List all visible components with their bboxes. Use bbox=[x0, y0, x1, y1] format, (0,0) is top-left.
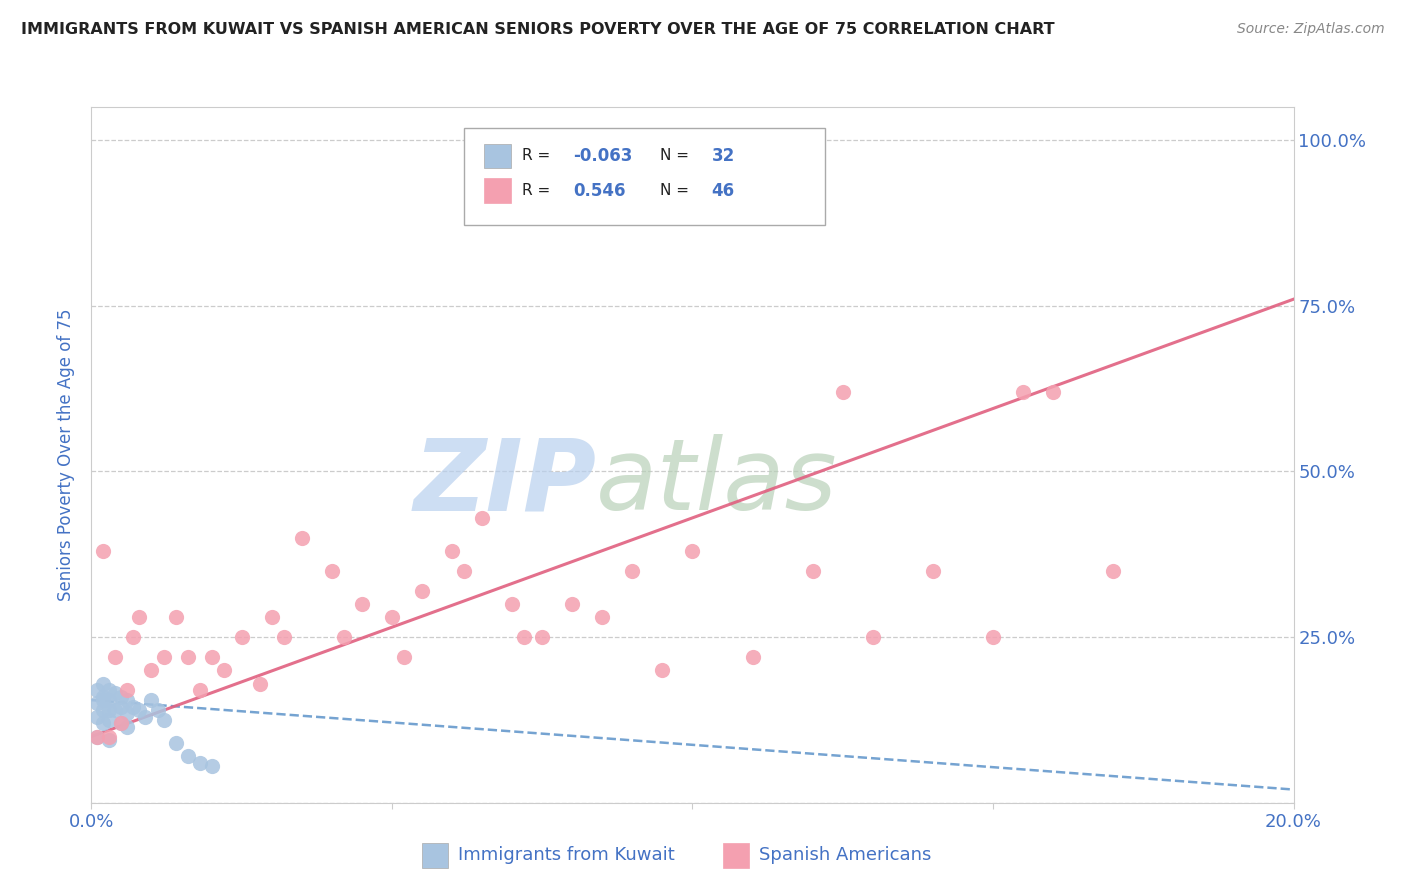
Point bbox=[98, 683, 121, 698]
Point bbox=[141, 693, 163, 707]
Point bbox=[1042, 384, 1064, 399]
Point bbox=[531, 630, 554, 644]
Point bbox=[117, 683, 139, 698]
Point bbox=[128, 703, 150, 717]
Point bbox=[141, 663, 163, 677]
Point bbox=[104, 650, 127, 665]
Point bbox=[831, 384, 853, 399]
Point bbox=[176, 650, 198, 665]
Point bbox=[801, 564, 824, 578]
Point bbox=[152, 713, 174, 727]
Point bbox=[212, 663, 235, 677]
Point bbox=[981, 630, 1004, 644]
Text: -0.063: -0.063 bbox=[574, 147, 633, 165]
Point bbox=[93, 693, 115, 707]
Point bbox=[110, 716, 132, 731]
Point bbox=[741, 650, 763, 665]
Point bbox=[561, 597, 583, 611]
Point bbox=[117, 706, 139, 721]
Point bbox=[93, 676, 115, 690]
Text: 32: 32 bbox=[711, 147, 735, 165]
Text: 0.546: 0.546 bbox=[574, 182, 626, 200]
Point bbox=[591, 610, 613, 624]
Text: R =: R = bbox=[522, 183, 560, 198]
Point bbox=[165, 736, 187, 750]
Point bbox=[321, 564, 343, 578]
Point bbox=[93, 544, 115, 558]
Point bbox=[513, 630, 536, 644]
Point bbox=[98, 713, 121, 727]
Point bbox=[201, 759, 224, 773]
Point bbox=[231, 630, 253, 644]
Text: N =: N = bbox=[659, 148, 695, 163]
Point bbox=[146, 703, 169, 717]
Point bbox=[411, 583, 433, 598]
Point bbox=[1102, 564, 1125, 578]
Point bbox=[188, 756, 211, 770]
Text: R =: R = bbox=[522, 148, 555, 163]
Point bbox=[86, 730, 108, 744]
Point bbox=[188, 683, 211, 698]
Point bbox=[86, 697, 108, 711]
Y-axis label: Seniors Poverty Over the Age of 75: Seniors Poverty Over the Age of 75 bbox=[58, 309, 76, 601]
Text: atlas: atlas bbox=[596, 434, 838, 532]
Point bbox=[98, 703, 121, 717]
Text: 46: 46 bbox=[711, 182, 735, 200]
Point bbox=[471, 511, 494, 525]
Point bbox=[381, 610, 404, 624]
Point bbox=[110, 699, 132, 714]
Point bbox=[110, 690, 132, 704]
Text: N =: N = bbox=[659, 183, 695, 198]
Point bbox=[93, 716, 115, 731]
Point bbox=[86, 730, 108, 744]
FancyBboxPatch shape bbox=[485, 178, 510, 202]
FancyBboxPatch shape bbox=[485, 144, 510, 168]
Point bbox=[134, 709, 156, 723]
Point bbox=[93, 690, 115, 704]
Text: ZIP: ZIP bbox=[413, 434, 596, 532]
Point bbox=[152, 650, 174, 665]
Point bbox=[117, 693, 139, 707]
Point bbox=[922, 564, 945, 578]
Point bbox=[104, 686, 127, 700]
Point bbox=[122, 630, 145, 644]
Point bbox=[128, 610, 150, 624]
Point bbox=[98, 732, 121, 747]
Point bbox=[201, 650, 224, 665]
Text: Spanish Americans: Spanish Americans bbox=[759, 846, 931, 864]
Point bbox=[862, 630, 884, 644]
Point bbox=[621, 564, 644, 578]
Point bbox=[392, 650, 415, 665]
Point bbox=[453, 564, 475, 578]
Point bbox=[86, 709, 108, 723]
Point bbox=[176, 749, 198, 764]
Point bbox=[350, 597, 373, 611]
Point bbox=[117, 720, 139, 734]
Text: IMMIGRANTS FROM KUWAIT VS SPANISH AMERICAN SENIORS POVERTY OVER THE AGE OF 75 CO: IMMIGRANTS FROM KUWAIT VS SPANISH AMERIC… bbox=[21, 22, 1054, 37]
Point bbox=[273, 630, 295, 644]
Point bbox=[98, 693, 121, 707]
Point bbox=[249, 676, 271, 690]
Text: Immigrants from Kuwait: Immigrants from Kuwait bbox=[458, 846, 675, 864]
Point bbox=[93, 703, 115, 717]
Point bbox=[681, 544, 703, 558]
FancyBboxPatch shape bbox=[723, 843, 749, 868]
Point bbox=[440, 544, 463, 558]
Point bbox=[291, 531, 314, 545]
Point bbox=[333, 630, 356, 644]
Point bbox=[104, 703, 127, 717]
FancyBboxPatch shape bbox=[464, 128, 825, 226]
Point bbox=[501, 597, 523, 611]
Point bbox=[98, 730, 121, 744]
Text: Source: ZipAtlas.com: Source: ZipAtlas.com bbox=[1237, 22, 1385, 37]
Point bbox=[651, 663, 673, 677]
Point bbox=[165, 610, 187, 624]
Point bbox=[86, 683, 108, 698]
Point bbox=[122, 699, 145, 714]
Point bbox=[260, 610, 283, 624]
Point bbox=[1012, 384, 1035, 399]
Point bbox=[110, 716, 132, 731]
FancyBboxPatch shape bbox=[422, 843, 449, 868]
